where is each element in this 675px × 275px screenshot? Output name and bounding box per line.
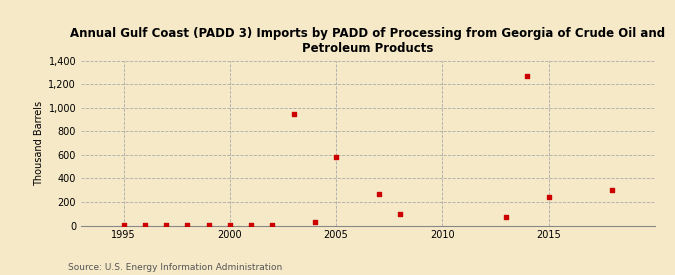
Point bbox=[139, 223, 150, 227]
Title: Annual Gulf Coast (PADD 3) Imports by PADD of Processing from Georgia of Crude O: Annual Gulf Coast (PADD 3) Imports by PA… bbox=[70, 27, 666, 55]
Point bbox=[373, 192, 384, 196]
Point bbox=[246, 223, 256, 227]
Point bbox=[203, 223, 214, 227]
Point bbox=[267, 223, 277, 227]
Point bbox=[331, 155, 342, 159]
Point bbox=[522, 74, 533, 79]
Text: Source: U.S. Energy Information Administration: Source: U.S. Energy Information Administ… bbox=[68, 263, 281, 272]
Point bbox=[309, 220, 320, 224]
Y-axis label: Thousand Barrels: Thousand Barrels bbox=[34, 100, 45, 186]
Point bbox=[224, 223, 235, 227]
Point bbox=[607, 188, 618, 192]
Point bbox=[182, 223, 192, 227]
Point bbox=[118, 223, 129, 227]
Point bbox=[161, 223, 171, 227]
Point bbox=[543, 194, 554, 199]
Point bbox=[501, 214, 512, 219]
Point bbox=[394, 211, 405, 216]
Point bbox=[288, 111, 299, 116]
